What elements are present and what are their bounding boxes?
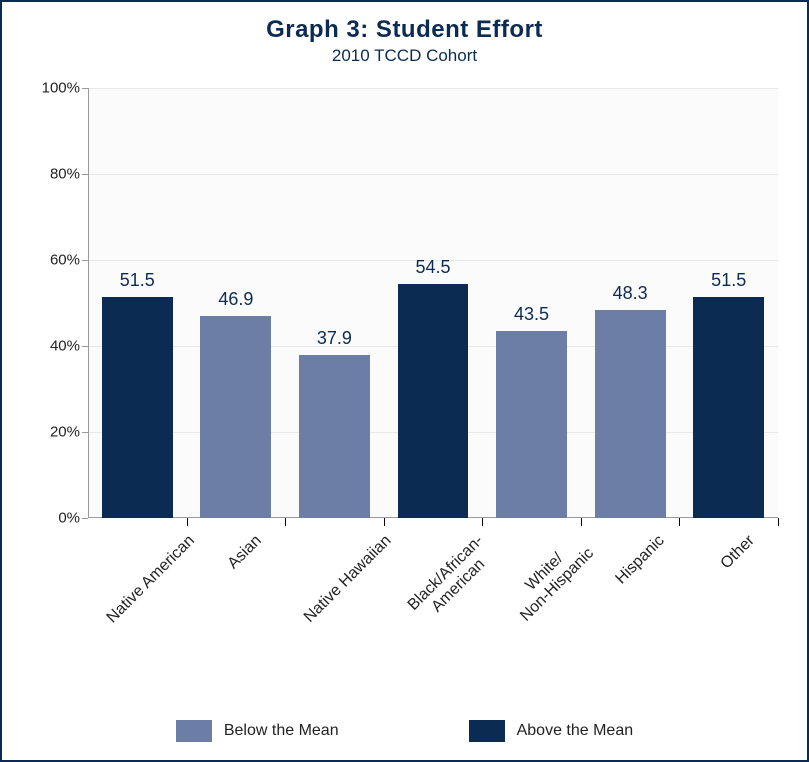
legend-label-above: Above the Mean — [517, 722, 634, 740]
category-label: Native Hawaiian — [301, 532, 395, 626]
plot-area: 0%20%40%60%80%100%51.5Native American46.… — [88, 88, 778, 518]
bar-value-label: 43.5 — [514, 304, 549, 325]
ytick-label: 20% — [50, 424, 88, 441]
xtick-mark — [679, 518, 680, 526]
ytick-label: 80% — [50, 166, 88, 183]
bar: 48.3 — [595, 310, 666, 518]
bar: 43.5 — [496, 331, 567, 518]
bar-value-label: 46.9 — [218, 289, 253, 310]
legend-item-above: Above the Mean — [469, 720, 634, 742]
xtick-mark — [285, 518, 286, 526]
bar: 51.5 — [102, 297, 173, 518]
legend: Below the Mean Above the Mean — [2, 720, 807, 742]
category-label: Hispanic — [613, 532, 669, 588]
xtick-mark — [482, 518, 483, 526]
bar: 51.5 — [693, 297, 764, 518]
category-label: Asian — [224, 532, 265, 573]
gridline — [88, 174, 778, 175]
chart-subtitle: 2010 TCCD Cohort — [2, 46, 807, 66]
gridline — [88, 88, 778, 89]
xtick-mark — [384, 518, 385, 526]
legend-item-below: Below the Mean — [176, 720, 339, 742]
category-label: Other — [717, 532, 758, 573]
chart-frame: Graph 3: Student Effort 2010 TCCD Cohort… — [0, 0, 809, 762]
bar-value-label: 51.5 — [120, 270, 155, 291]
category-label: Black/African-American — [405, 532, 500, 627]
legend-label-below: Below the Mean — [224, 722, 339, 740]
xtick-mark — [187, 518, 188, 526]
ytick-label: 60% — [50, 252, 88, 269]
category-label: White/Non-Hispanic — [504, 532, 597, 625]
bar-value-label: 48.3 — [613, 283, 648, 304]
bar-value-label: 54.5 — [415, 257, 450, 278]
ytick-label: 0% — [58, 510, 88, 527]
chart-title: Graph 3: Student Effort — [2, 16, 807, 44]
bar: 54.5 — [398, 284, 469, 518]
y-axis — [88, 88, 89, 518]
legend-swatch-above — [469, 720, 505, 742]
xtick-mark — [581, 518, 582, 526]
xtick-mark — [778, 518, 779, 526]
bar-value-label: 37.9 — [317, 328, 352, 349]
category-label: Native American — [104, 532, 199, 627]
bar: 46.9 — [200, 316, 271, 518]
bar-value-label: 51.5 — [711, 270, 746, 291]
bar: 37.9 — [299, 355, 370, 518]
ytick-label: 100% — [42, 80, 88, 97]
legend-swatch-below — [176, 720, 212, 742]
ytick-label: 40% — [50, 338, 88, 355]
